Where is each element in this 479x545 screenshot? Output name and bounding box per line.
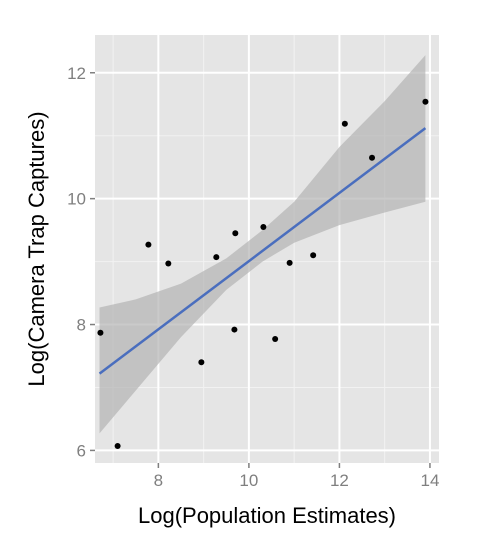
data-point (97, 329, 104, 336)
data-point (272, 336, 279, 343)
y-tick-label: 12 (67, 64, 86, 83)
data-point (165, 260, 172, 267)
data-point (232, 230, 239, 237)
data-point (310, 252, 317, 259)
data-point (341, 120, 348, 127)
regression-line (98, 127, 427, 375)
data-point (422, 98, 429, 105)
x-axis-title: Log(Population Estimates) (138, 503, 396, 528)
y-axis-title: Log(Camera Trap Captures) (24, 111, 49, 386)
x-tick-label: 12 (330, 471, 349, 490)
data-point (145, 241, 152, 248)
data-point (260, 223, 267, 230)
data-points (97, 98, 429, 450)
y-tick-label: 10 (67, 190, 86, 209)
major-gridlines (95, 35, 439, 463)
x-tick-label: 14 (420, 471, 439, 490)
data-point (114, 443, 121, 450)
data-point (369, 154, 376, 161)
confidence-band (99, 55, 426, 434)
y-tick-label: 8 (77, 316, 86, 335)
data-point (286, 259, 293, 266)
y-tick-label: 6 (77, 441, 86, 460)
x-axis-ticks: 8 10 12 14 (154, 463, 439, 490)
x-tick-label: 8 (154, 471, 163, 490)
x-tick-label: 10 (239, 471, 258, 490)
data-point (231, 326, 238, 333)
y-axis-ticks: 6 8 10 12 (67, 64, 95, 460)
data-point (213, 254, 220, 261)
data-point (198, 359, 205, 366)
